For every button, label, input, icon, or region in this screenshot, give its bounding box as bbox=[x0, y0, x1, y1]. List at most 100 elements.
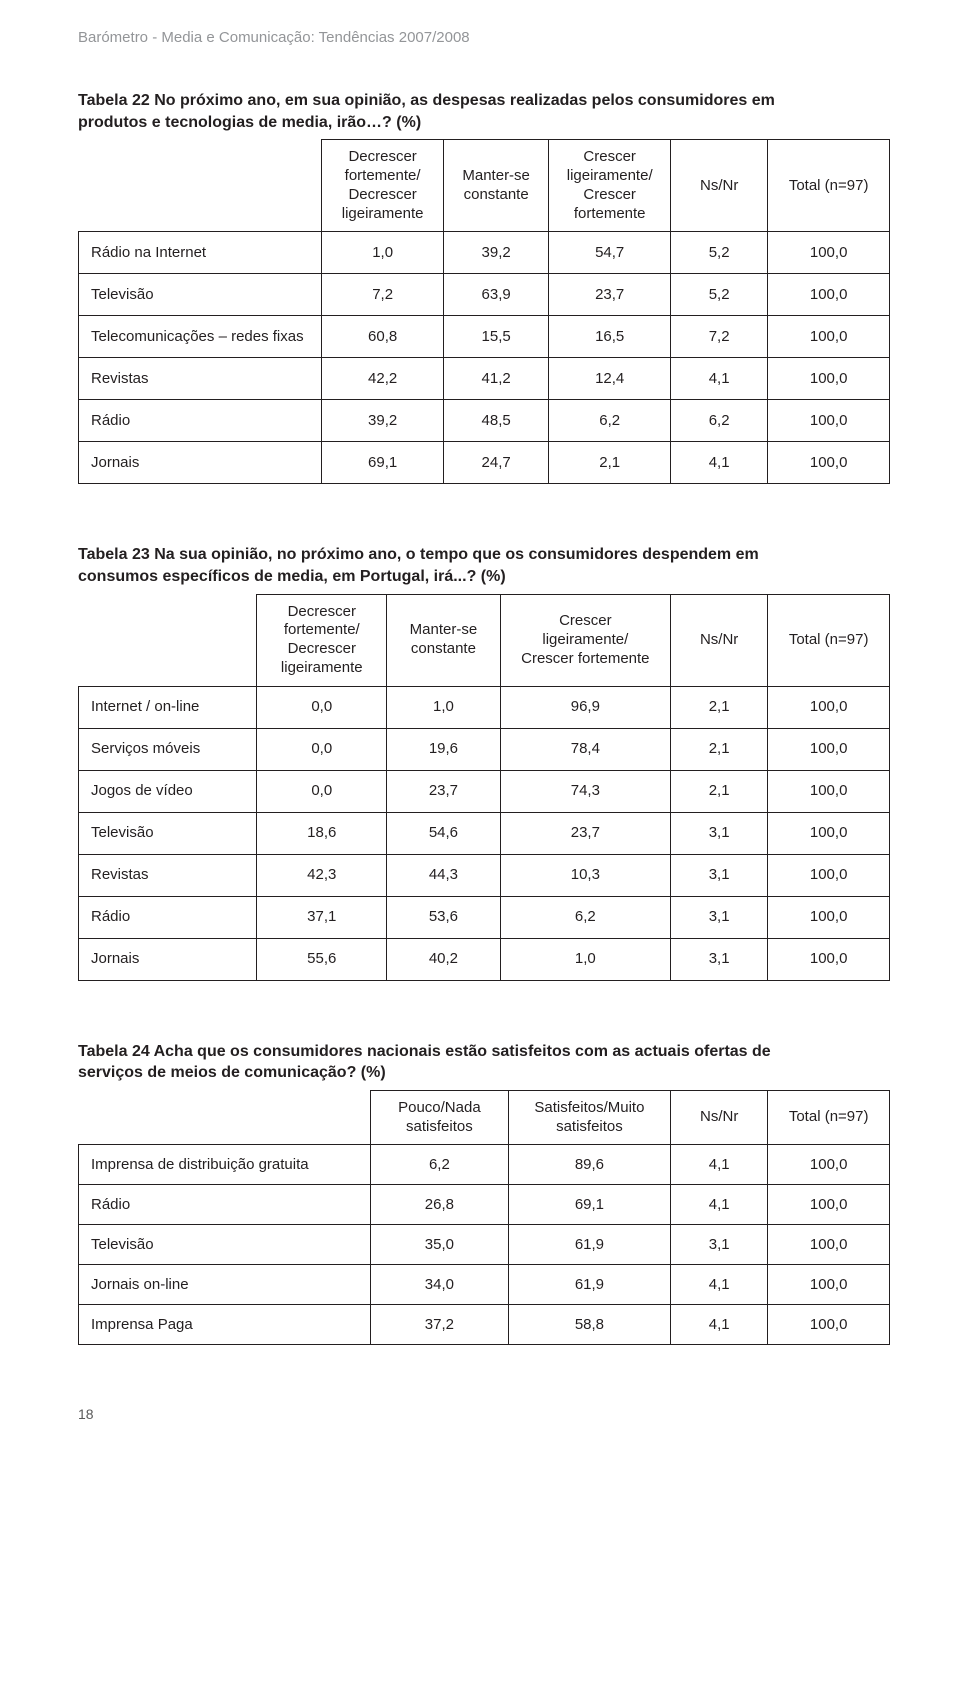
column-header: Decrescerfortemente/Decrescerligeirament… bbox=[322, 140, 444, 232]
table-corner-empty bbox=[79, 1090, 371, 1145]
column-header: Manter-seconstante bbox=[443, 140, 548, 232]
cell-value: 96,9 bbox=[500, 686, 670, 728]
row-label: Internet / on-line bbox=[79, 686, 257, 728]
cell-value: 23,7 bbox=[549, 274, 671, 316]
row-label: Rádio bbox=[79, 400, 322, 442]
cell-value: 4,1 bbox=[671, 1185, 768, 1225]
row-label: Televisão bbox=[79, 1225, 371, 1265]
table24-title: Tabela 24 Acha que os consumidores nacio… bbox=[78, 1041, 890, 1084]
cell-value: 60,8 bbox=[322, 316, 444, 358]
column-header: Total (n=97) bbox=[768, 594, 890, 686]
cell-value: 1,0 bbox=[500, 938, 670, 980]
cell-value: 100,0 bbox=[768, 1305, 890, 1345]
cell-value: 100,0 bbox=[768, 1185, 890, 1225]
cell-value: 61,9 bbox=[508, 1225, 670, 1265]
cell-value: 37,1 bbox=[257, 896, 387, 938]
cell-value: 15,5 bbox=[443, 316, 548, 358]
table22: Decrescerfortemente/Decrescerligeirament… bbox=[78, 139, 890, 484]
cell-value: 100,0 bbox=[768, 232, 890, 274]
column-header: Crescerligeiramente/Crescerfortemente bbox=[549, 140, 671, 232]
table-row: Rádio na Internet1,039,254,75,2100,0 bbox=[79, 232, 890, 274]
cell-value: 78,4 bbox=[500, 728, 670, 770]
cell-value: 100,0 bbox=[768, 1265, 890, 1305]
row-label: Revistas bbox=[79, 854, 257, 896]
table-row: Jornais69,124,72,14,1100,0 bbox=[79, 442, 890, 484]
cell-value: 2,1 bbox=[670, 728, 767, 770]
cell-value: 100,0 bbox=[768, 1145, 890, 1185]
table23-title-line2: consumos específicos de media, em Portug… bbox=[78, 566, 890, 588]
cell-value: 100,0 bbox=[768, 896, 890, 938]
cell-value: 5,2 bbox=[671, 274, 768, 316]
column-header: Total (n=97) bbox=[768, 140, 890, 232]
cell-value: 100,0 bbox=[768, 400, 890, 442]
column-header: Manter-seconstante bbox=[387, 594, 501, 686]
cell-value: 100,0 bbox=[768, 854, 890, 896]
cell-value: 16,5 bbox=[549, 316, 671, 358]
table-row: Internet / on-line0,01,096,92,1100,0 bbox=[79, 686, 890, 728]
cell-value: 4,1 bbox=[671, 1305, 768, 1345]
cell-value: 1,0 bbox=[322, 232, 444, 274]
column-header: Decrescerfortemente/Decrescerligeirament… bbox=[257, 594, 387, 686]
cell-value: 19,6 bbox=[387, 728, 501, 770]
cell-value: 26,8 bbox=[370, 1185, 508, 1225]
cell-value: 2,1 bbox=[549, 442, 671, 484]
row-label: Jornais bbox=[79, 442, 322, 484]
row-label: Rádio bbox=[79, 896, 257, 938]
cell-value: 4,1 bbox=[671, 1265, 768, 1305]
row-label: Telecomunicações – redes fixas bbox=[79, 316, 322, 358]
column-header: Pouco/Nadasatisfeitos bbox=[370, 1090, 508, 1145]
cell-value: 35,0 bbox=[370, 1225, 508, 1265]
cell-value: 6,2 bbox=[549, 400, 671, 442]
table-corner-empty bbox=[79, 594, 257, 686]
table24-title-line2: serviços de meios de comunicação? (%) bbox=[78, 1062, 890, 1084]
cell-value: 6,2 bbox=[500, 896, 670, 938]
cell-value: 100,0 bbox=[768, 442, 890, 484]
cell-value: 40,2 bbox=[387, 938, 501, 980]
column-header: Ns/Nr bbox=[670, 594, 767, 686]
cell-value: 89,6 bbox=[508, 1145, 670, 1185]
cell-value: 39,2 bbox=[443, 232, 548, 274]
table-row: Jogos de vídeo0,023,774,32,1100,0 bbox=[79, 770, 890, 812]
cell-value: 1,0 bbox=[387, 686, 501, 728]
cell-value: 100,0 bbox=[768, 274, 890, 316]
cell-value: 2,1 bbox=[670, 686, 767, 728]
cell-value: 44,3 bbox=[387, 854, 501, 896]
cell-value: 5,2 bbox=[671, 232, 768, 274]
cell-value: 69,1 bbox=[322, 442, 444, 484]
cell-value: 2,1 bbox=[670, 770, 767, 812]
cell-value: 74,3 bbox=[500, 770, 670, 812]
cell-value: 100,0 bbox=[768, 938, 890, 980]
column-header: Ns/Nr bbox=[671, 1090, 768, 1145]
row-label: Rádio na Internet bbox=[79, 232, 322, 274]
table-row: Rádio37,153,66,23,1100,0 bbox=[79, 896, 890, 938]
table-row: Imprensa de distribuição gratuita6,289,6… bbox=[79, 1145, 890, 1185]
table23: Decrescerfortemente/Decrescerligeirament… bbox=[78, 594, 890, 981]
cell-value: 3,1 bbox=[670, 812, 767, 854]
table-row: Jornais on-line34,061,94,1100,0 bbox=[79, 1265, 890, 1305]
table-row: Televisão18,654,623,73,1100,0 bbox=[79, 812, 890, 854]
table22-title-line2: produtos e tecnologias de media, irão…? … bbox=[78, 112, 890, 134]
table23-title-line1: Tabela 23 Na sua opinião, no próximo ano… bbox=[78, 546, 759, 563]
table-row: Revistas42,344,310,33,1100,0 bbox=[79, 854, 890, 896]
cell-value: 63,9 bbox=[443, 274, 548, 316]
document-header: Barómetro - Media e Comunicação: Tendênc… bbox=[78, 28, 890, 48]
cell-value: 0,0 bbox=[257, 728, 387, 770]
table-row: Rádio39,248,56,26,2100,0 bbox=[79, 400, 890, 442]
cell-value: 0,0 bbox=[257, 686, 387, 728]
table-row: Televisão35,061,93,1100,0 bbox=[79, 1225, 890, 1265]
cell-value: 3,1 bbox=[670, 938, 767, 980]
column-header: Total (n=97) bbox=[768, 1090, 890, 1145]
row-label: Jogos de vídeo bbox=[79, 770, 257, 812]
cell-value: 4,1 bbox=[671, 442, 768, 484]
row-label: Televisão bbox=[79, 274, 322, 316]
row-label: Imprensa Paga bbox=[79, 1305, 371, 1345]
cell-value: 100,0 bbox=[768, 316, 890, 358]
row-label: Jornais on-line bbox=[79, 1265, 371, 1305]
cell-value: 53,6 bbox=[387, 896, 501, 938]
table23-title: Tabela 23 Na sua opinião, no próximo ano… bbox=[78, 544, 890, 587]
row-label: Imprensa de distribuição gratuita bbox=[79, 1145, 371, 1185]
row-label: Rádio bbox=[79, 1185, 371, 1225]
table-row: Revistas42,241,212,44,1100,0 bbox=[79, 358, 890, 400]
cell-value: 100,0 bbox=[768, 1225, 890, 1265]
cell-value: 7,2 bbox=[671, 316, 768, 358]
